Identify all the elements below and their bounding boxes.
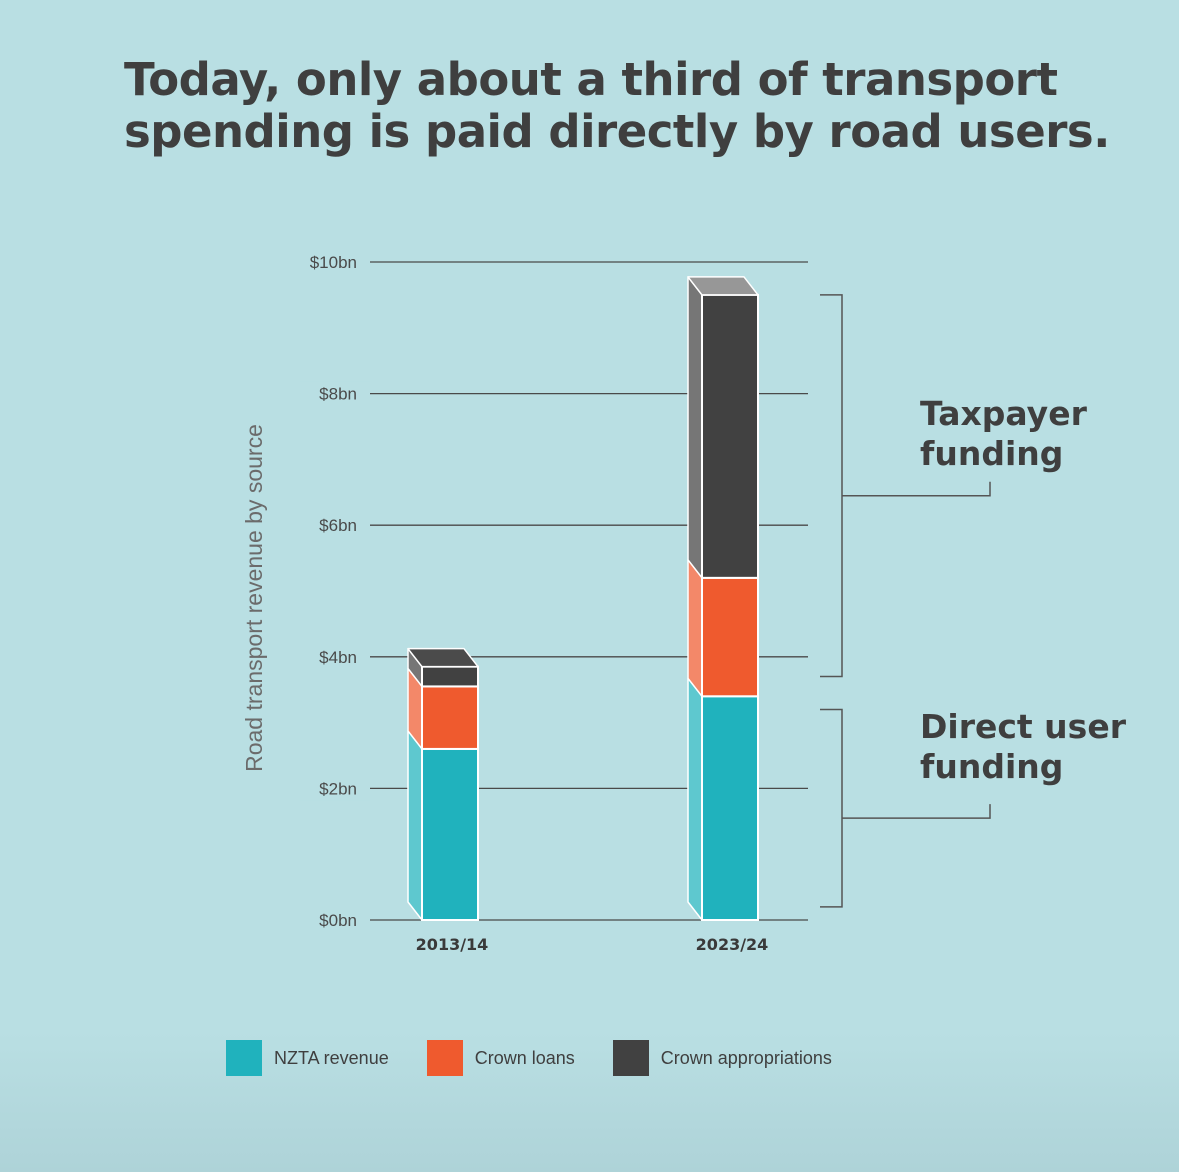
legend-item-crown-appropriations: Crown appropriations bbox=[612, 1040, 832, 1076]
chart-title: Today, only about a third of transport s… bbox=[124, 54, 1164, 158]
bar-side-face bbox=[687, 677, 703, 921]
stacked-bar-chart: $0bn $2bn $4bn $6bn $8bn $10bn Road transport … bbox=[241, 250, 1127, 954]
tick-label-bg bbox=[300, 908, 370, 932]
legend-item-crown-loans: Crown loans bbox=[426, 1040, 575, 1076]
x-tick-label: 2013/14 bbox=[416, 935, 489, 954]
bar-segment bbox=[421, 747, 479, 921]
bar-segment bbox=[421, 685, 479, 750]
tick-label-bg bbox=[300, 250, 370, 274]
legend-label-crown-loans: Crown loans bbox=[474, 1047, 575, 1068]
bar-top-face bbox=[687, 276, 759, 296]
y-tick-label: $6bn bbox=[319, 516, 357, 535]
y-tick-label: $4bn bbox=[319, 648, 357, 667]
tick-label-bg bbox=[300, 381, 370, 406]
y-tick-label: $10bn bbox=[310, 253, 357, 272]
bracket-leader-line bbox=[842, 804, 991, 819]
tick-label-bg bbox=[300, 644, 370, 669]
bracket-leader-line bbox=[842, 481, 991, 497]
bar-segment bbox=[701, 293, 759, 579]
bar-top-face bbox=[407, 647, 479, 668]
bar-segment bbox=[701, 695, 759, 922]
y-tick-label: $8bn bbox=[319, 385, 357, 404]
legend-swatch-crown-appropriations bbox=[612, 1040, 649, 1076]
legend-swatch-crown-loans bbox=[426, 1040, 463, 1076]
legend-label-crown-appropriations: Crown appropriations bbox=[660, 1047, 832, 1068]
x-tick-label: 2023/24 bbox=[696, 935, 769, 954]
chart-legend: NZTA revenue Crown loans Crown appropria… bbox=[226, 1040, 870, 1076]
funding-label: Direct user bbox=[920, 707, 1127, 746]
y-axis-label: Road transport revenue by source bbox=[241, 424, 267, 772]
funding-label: Taxpayer bbox=[920, 394, 1088, 433]
chart-title-line-2: spending is paid directly by road users. bbox=[124, 105, 1110, 158]
bar-side-face bbox=[687, 559, 703, 698]
chart-title-line-1: Today, only about a third of transport bbox=[124, 53, 1058, 106]
bar-segment bbox=[421, 665, 479, 688]
y-tick-label: $0bn bbox=[319, 911, 357, 930]
legend-swatch-nzta-revenue bbox=[226, 1040, 262, 1076]
tick-label-bg bbox=[300, 776, 370, 801]
tick-label-bg bbox=[300, 513, 370, 538]
funding-bracket bbox=[820, 708, 843, 908]
bar-side-face bbox=[687, 276, 703, 579]
legend-label-nzta-revenue: NZTA revenue bbox=[274, 1047, 389, 1068]
legend-item-nzta-revenue: NZTA revenue bbox=[226, 1040, 389, 1076]
funding-label: funding bbox=[920, 434, 1063, 473]
funding-bracket bbox=[820, 294, 843, 678]
bar-segment bbox=[701, 576, 759, 698]
y-tick-label: $2bn bbox=[319, 779, 357, 798]
funding-label: funding bbox=[920, 747, 1063, 786]
bar-side-face bbox=[407, 730, 423, 921]
